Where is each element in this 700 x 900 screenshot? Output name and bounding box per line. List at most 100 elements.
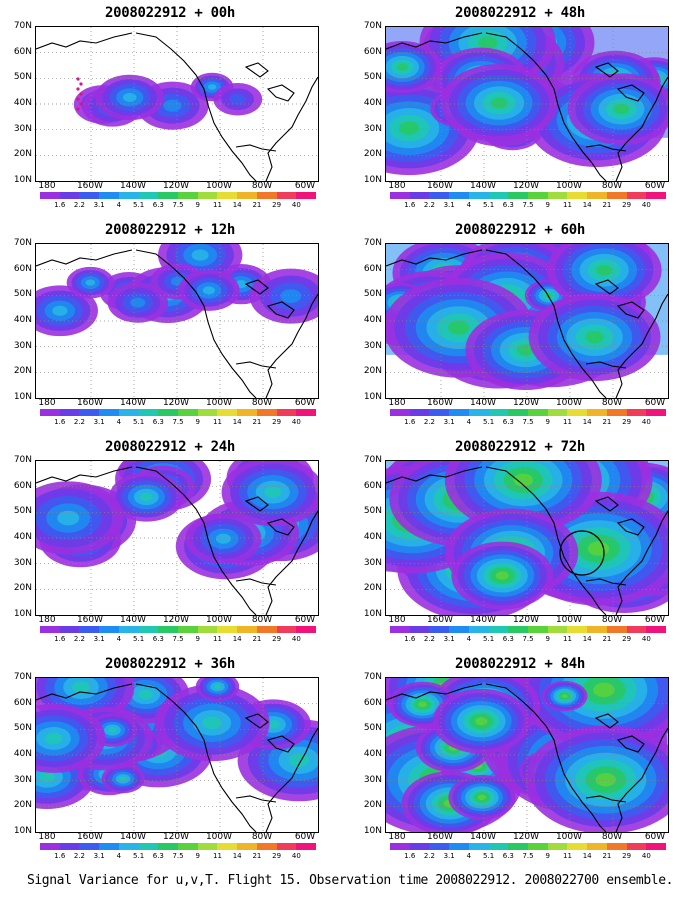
- variance-contour: [396, 63, 408, 71]
- colorbar-label: 7.5: [522, 635, 534, 643]
- colorbar-label: 4: [116, 201, 122, 209]
- latitude-label: 40N: [13, 98, 32, 108]
- latitude-label: 50N: [13, 72, 32, 83]
- colorbar-swatch: [40, 192, 60, 199]
- latitude-label: 20N: [363, 800, 382, 811]
- latitude-label: 70N: [363, 21, 382, 31]
- latitude-label: 10N: [13, 826, 32, 836]
- coastline: [36, 32, 318, 181]
- colorbar-swatch: [567, 626, 588, 633]
- flight-track-point: [76, 97, 80, 101]
- colorbar-swatch: [237, 843, 257, 850]
- variance-contour: [213, 684, 222, 690]
- colorbar-label: 9: [545, 852, 550, 860]
- colorbar-label: 40: [641, 201, 651, 209]
- colorbar-label: 29: [622, 852, 632, 860]
- map-panel: 2008022912 + 00h 70N 60N 50N 40N 30N 20N 10N 180…: [0, 5, 340, 215]
- colorbar: [390, 192, 667, 199]
- colorbar-swatch: [296, 409, 317, 416]
- map-plot-area: [35, 243, 319, 399]
- coastline: [386, 32, 668, 181]
- colorbar-label: 3.1: [93, 418, 105, 426]
- colorbar-swatch: [197, 626, 218, 633]
- colorbar-swatch: [217, 409, 238, 416]
- colorbar-swatch: [409, 843, 430, 850]
- colorbar-label: 40: [291, 201, 301, 209]
- longitude-label: 100W: [555, 615, 583, 625]
- colorbar-swatch: [276, 626, 297, 633]
- longitude-label: 60W: [644, 832, 666, 842]
- colorbar-label: 4: [116, 635, 122, 643]
- colorbar-swatch: [449, 409, 469, 416]
- latitude-label: 20N: [363, 149, 382, 160]
- colorbar-swatch: [197, 192, 218, 199]
- colorbar-swatch: [118, 409, 139, 416]
- colorbar-swatch: [646, 626, 667, 633]
- colorbar-label: 3.1: [93, 201, 105, 209]
- colorbar-swatch: [587, 409, 607, 416]
- variance-contour: [207, 84, 217, 90]
- longitude-label: 160W: [426, 181, 454, 191]
- latitude-label: 60N: [363, 263, 382, 274]
- latitude-label: 50N: [363, 289, 382, 300]
- latitude-label: 30N: [13, 774, 32, 785]
- colorbar-label: 9: [545, 635, 550, 643]
- colorbar-label: 1.6: [54, 418, 66, 426]
- colorbar-swatch: [587, 843, 607, 850]
- colorbar-label: 40: [291, 852, 301, 860]
- colorbar-swatch: [99, 192, 119, 199]
- variance-contour: [399, 121, 420, 135]
- longitude-label: 120W: [512, 832, 540, 842]
- colorbar-label: 2.2: [73, 418, 85, 426]
- variance-contour: [163, 99, 182, 112]
- colorbar-labels: 1.6 2.2 3.1 4 5.1 6.3 7.5 9 11 14 21 29 40: [390, 852, 666, 861]
- colorbar-label: 21: [602, 852, 612, 860]
- colorbar-swatch: [138, 409, 159, 416]
- latitude-label: 20N: [363, 366, 382, 377]
- colorbar-labels: 1.6 2.2 3.1 4 5.1 6.3 7.5 9 11 14 21 29 40: [390, 635, 666, 644]
- variance-contour: [593, 682, 615, 698]
- variance-contour: [138, 689, 153, 700]
- colorbar-label: 1.6: [54, 852, 66, 860]
- latitude-label: 20N: [13, 366, 32, 377]
- latitude-label: 60N: [363, 480, 382, 491]
- colorbar-swatch: [508, 192, 529, 199]
- colorbar-label: 3.1: [443, 852, 455, 860]
- colorbar-swatch: [626, 192, 647, 199]
- longitude-label: 60W: [294, 181, 316, 191]
- variance-contour: [418, 701, 427, 708]
- longitude-label: 100W: [205, 832, 233, 842]
- colorbar-label: 11: [213, 418, 222, 426]
- variance-contour: [595, 772, 616, 787]
- colorbar-label: 7.5: [172, 852, 184, 860]
- map-plot-area: [35, 26, 319, 182]
- colorbar-label: 7.5: [172, 201, 184, 209]
- colorbar-swatch: [296, 626, 317, 633]
- colorbar-label: 21: [602, 635, 612, 643]
- colorbar-swatch: [79, 192, 100, 199]
- colorbar-swatch: [390, 843, 410, 850]
- variance-contour: [266, 720, 280, 729]
- latitude-label: 70N: [13, 21, 32, 31]
- colorbar-label: 21: [602, 201, 612, 209]
- colorbar-swatch: [217, 843, 238, 850]
- longitude-label: 140W: [119, 181, 147, 191]
- colorbar-swatch: [567, 192, 588, 199]
- colorbar-swatch: [606, 192, 627, 199]
- variance-contour: [202, 716, 222, 730]
- colorbar-swatch: [40, 843, 60, 850]
- colorbar-swatch: [528, 626, 548, 633]
- variance-contour: [477, 794, 487, 801]
- variance-contour: [45, 732, 63, 745]
- colorbar-swatch: [178, 843, 198, 850]
- colorbar-label: 6.3: [502, 852, 514, 860]
- colorbar-label: 40: [291, 418, 301, 426]
- colorbar-swatch: [256, 626, 277, 633]
- colorbar-label: 21: [252, 635, 262, 643]
- latitude-label: 70N: [13, 672, 32, 682]
- colorbar-label: 3.1: [93, 852, 105, 860]
- variance-map: [36, 461, 318, 615]
- colorbar-label: 21: [252, 852, 262, 860]
- colorbar-label: 3.1: [93, 635, 105, 643]
- colorbar-label: 1.6: [54, 201, 66, 209]
